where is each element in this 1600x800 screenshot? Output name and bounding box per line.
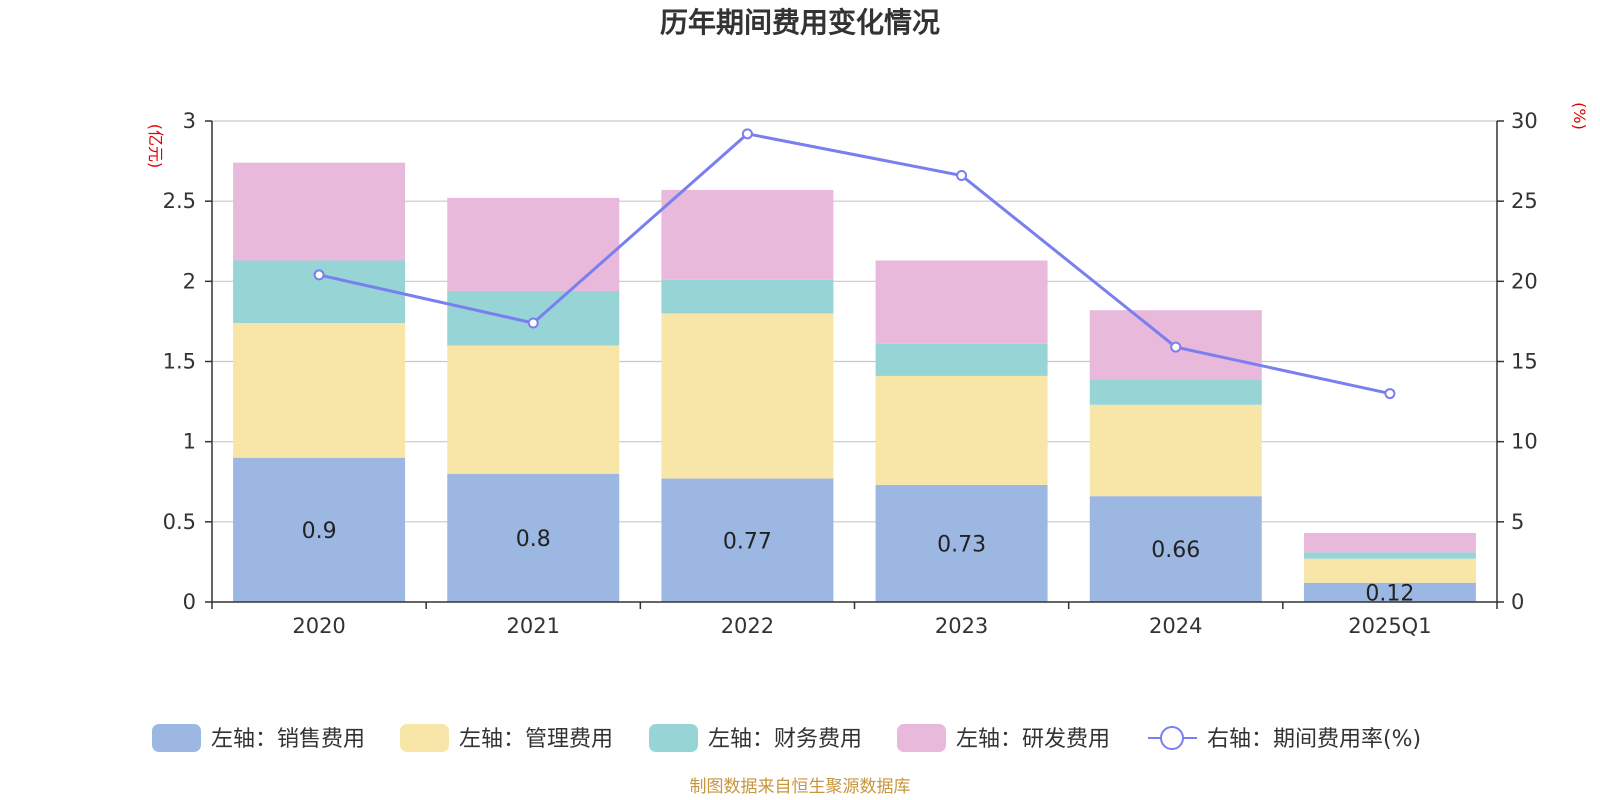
left-tick-label: 0 xyxy=(183,590,196,614)
legend-label: 左轴：研发费用 xyxy=(956,727,1110,752)
bar-segment xyxy=(233,323,406,458)
left-tick-label: 1 xyxy=(183,430,196,454)
bar-segment xyxy=(661,189,834,280)
bar-value-label: 0.66 xyxy=(1151,538,1200,563)
right-tick-label: 0 xyxy=(1511,590,1524,614)
bar-value-label: 0.8 xyxy=(516,527,551,552)
rate-point xyxy=(313,269,325,281)
left-axis-unit: (亿元) xyxy=(146,124,165,169)
left-tick-label: 3 xyxy=(183,109,196,133)
bar-segment xyxy=(1089,404,1262,497)
bars xyxy=(233,162,1476,602)
left-tick-label: 1.5 xyxy=(163,350,196,374)
rate-point xyxy=(956,170,968,182)
bar-segment xyxy=(1303,582,1476,602)
bar-segment xyxy=(233,457,406,602)
bar-segment xyxy=(1303,552,1476,559)
source-note: 制图数据来自恒生聚源数据库 xyxy=(690,777,911,797)
right-axis-unit: (%) xyxy=(1570,102,1589,130)
legend: 左轴：销售费用 左轴：管理费用 左轴：财务费用 左轴：研发费用 右轴：期间费用率(%) xyxy=(152,724,1421,752)
bar-value-label: 0.73 xyxy=(937,532,986,557)
legend-label: 左轴：销售费用 xyxy=(211,727,365,752)
x-tick-label: 2024 xyxy=(1149,614,1202,638)
left-tick-label: 2 xyxy=(183,269,196,293)
bar-segment xyxy=(875,260,1048,344)
bar-segment xyxy=(1089,379,1262,405)
gridlines xyxy=(212,120,1497,523)
right-tick-label: 10 xyxy=(1511,430,1538,454)
data-labels: 0.9 0.8 0.77 0.73 0.66 0.12 xyxy=(302,519,1415,607)
chart-title: 历年期间费用变化情况 xyxy=(660,6,940,39)
right-tick-label: 30 xyxy=(1511,109,1538,133)
right-tick-label: 5 xyxy=(1511,510,1524,534)
bar-segment xyxy=(875,484,1048,602)
rate-point xyxy=(1170,341,1182,353)
x-tick-label: 2020 xyxy=(292,614,345,638)
bar-segment xyxy=(661,313,834,479)
legend-swatch xyxy=(649,724,698,752)
bar-segment xyxy=(447,473,620,602)
legend-swatch xyxy=(400,724,449,752)
bar-segment xyxy=(1303,558,1476,583)
legend-swatch xyxy=(897,724,946,752)
rate-point xyxy=(741,128,753,140)
x-tick-label: 2025Q1 xyxy=(1348,614,1431,638)
x-tick-label: 2021 xyxy=(507,614,560,638)
rate-point xyxy=(527,317,539,329)
bar-segment xyxy=(875,375,1048,485)
x-tick-label: 2023 xyxy=(935,614,988,638)
left-tick-label: 2.5 xyxy=(163,189,196,213)
rate-line xyxy=(313,128,1396,400)
left-tick-label: 0.5 xyxy=(163,510,196,534)
right-tick-label: 20 xyxy=(1511,269,1538,293)
rate-point xyxy=(1384,388,1396,400)
bar-segment xyxy=(447,345,620,474)
bar-segment xyxy=(447,197,620,291)
legend-label: 右轴：期间费用率(%) xyxy=(1207,727,1421,752)
bar-segment xyxy=(661,279,834,314)
bar-segment xyxy=(1303,533,1476,553)
bar-segment xyxy=(233,162,406,261)
legend-line-marker xyxy=(1160,726,1184,750)
x-tick-label: 2022 xyxy=(721,614,774,638)
legend-label: 左轴：财务费用 xyxy=(708,727,862,752)
rate-line-path xyxy=(318,132,1391,396)
bar-value-label: 0.12 xyxy=(1365,581,1414,606)
bar-segment xyxy=(1089,496,1262,602)
legend-swatch xyxy=(152,724,201,752)
bar-value-label: 0.9 xyxy=(302,519,337,544)
right-tick-label: 25 xyxy=(1511,189,1538,213)
bar-segment xyxy=(875,343,1048,376)
bar-value-label: 0.77 xyxy=(723,529,772,554)
legend-label: 左轴：管理费用 xyxy=(459,727,613,752)
right-tick-label: 15 xyxy=(1511,350,1538,374)
bar-segment xyxy=(661,478,834,602)
